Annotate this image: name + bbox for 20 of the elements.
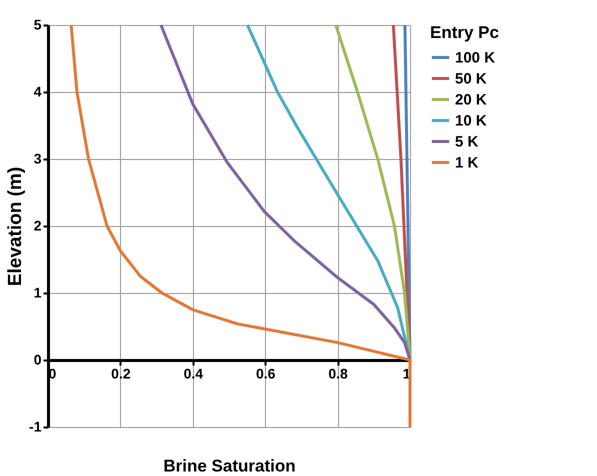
y-tick-label: 1	[34, 284, 42, 300]
y-tick-label: 3	[34, 150, 42, 166]
legend-title: Entry Pc	[430, 23, 499, 42]
y-axis-title: Elevation (m)	[5, 166, 26, 286]
y-tick-label: -1	[29, 418, 42, 434]
legend-label: 50 K	[455, 70, 487, 88]
legend-label: 1 K	[455, 154, 479, 172]
legend-label: 20 K	[455, 92, 487, 108]
x-axis-title: Brine Saturation	[163, 456, 296, 476]
y-tick-label: 0	[34, 352, 42, 368]
x-tick-label: 0.8	[328, 366, 348, 382]
x-tick-label: 0.4	[184, 366, 204, 382]
legend-label: 10 K	[455, 112, 487, 130]
y-tick-label: 5	[34, 16, 42, 32]
y-tick-label: 2	[34, 218, 42, 234]
x-tick-label: 0.6	[256, 366, 276, 382]
legend-label: 5 K	[455, 134, 479, 150]
legend-label: 100 K	[455, 50, 496, 66]
x-tick-label: 0.2	[111, 366, 131, 382]
y-tick-label: 4	[34, 84, 42, 100]
